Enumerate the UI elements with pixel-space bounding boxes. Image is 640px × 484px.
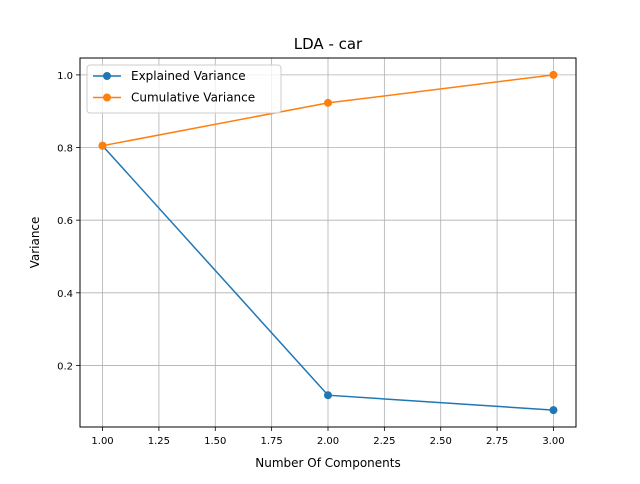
legend-marker-explained-variance — [103, 72, 111, 80]
x-tick-label: 1.75 — [261, 436, 283, 447]
plot-series — [98, 70, 558, 415]
data-point-cumulative-variance — [324, 98, 332, 107]
x-tick-label: 1.00 — [91, 436, 113, 447]
x-tick-label: 1.25 — [148, 436, 170, 447]
x-tick-label: 2.00 — [317, 436, 339, 447]
x-tick-label: 1.50 — [204, 436, 226, 447]
data-point-cumulative-variance — [549, 70, 558, 79]
y-tick-label: 1.0 — [57, 71, 73, 82]
y-tick-label: 0.8 — [57, 144, 73, 155]
axis-ticks: 1.00 1.25 1.50 1.75 2.00 2.25 2.50 2.75 3.00 0.2 0… — [57, 71, 564, 447]
data-point-explained-variance — [324, 391, 332, 400]
x-tick-label: 2.25 — [373, 436, 395, 447]
data-point-explained-variance — [549, 406, 558, 415]
legend-label-explained-variance: Explained Variance — [131, 69, 246, 83]
data-point-cumulative-variance — [98, 141, 107, 150]
x-tick-label: 3.00 — [542, 436, 564, 447]
legend-box — [86, 64, 282, 114]
y-axis-label: Variance — [28, 217, 42, 269]
y-tick-label: 0.2 — [57, 361, 73, 372]
legend-marker-cumulative-variance — [103, 93, 111, 102]
grid — [80, 58, 576, 427]
x-axis-label: Number Of Components — [255, 456, 400, 470]
x-tick-label: 2.75 — [486, 436, 508, 447]
legend-label-cumulative-variance: Cumulative Variance — [131, 91, 255, 105]
y-tick-label: 0.6 — [57, 216, 73, 227]
y-tick-label: 0.4 — [57, 289, 73, 300]
legend: Explained Variance Cumulative Variance — [86, 64, 282, 114]
chart-title: LDA - car — [294, 35, 363, 53]
x-tick-label: 2.50 — [430, 436, 452, 447]
